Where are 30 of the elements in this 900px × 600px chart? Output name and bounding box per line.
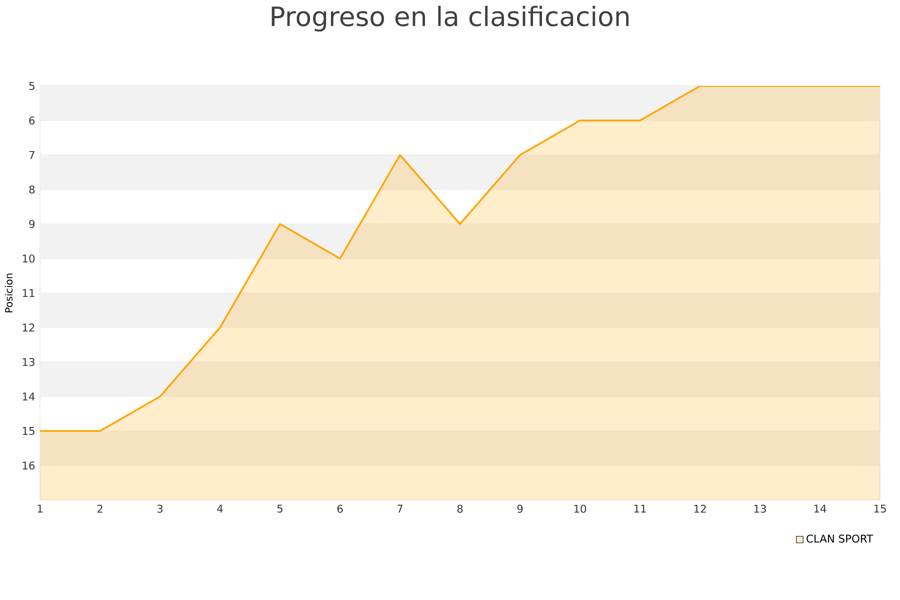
y-tick-label: 16 xyxy=(22,461,35,470)
x-tick-label: 15 xyxy=(874,504,886,513)
x-tick-label: 9 xyxy=(517,504,523,513)
x-tick-label: 11 xyxy=(634,504,646,512)
x-tick-label: 1 xyxy=(38,504,42,512)
chart-title: Progreso en la clasificacion xyxy=(272,6,629,32)
y-tick-label: 8 xyxy=(29,185,35,194)
y-tick-label: 14 xyxy=(22,392,35,400)
x-tick-label: 2 xyxy=(97,504,102,513)
y-tick-label: 7 xyxy=(29,151,34,159)
x-tick-label: 8 xyxy=(457,504,463,513)
y-tick-label: 11 xyxy=(22,289,34,297)
x-tick-label: 12 xyxy=(694,504,706,513)
y-tick-label: 12 xyxy=(22,324,34,332)
y-tick-label: 9 xyxy=(29,220,35,228)
legend-label: CLAN SPORT xyxy=(806,534,874,543)
x-tick-label: 6 xyxy=(337,504,343,513)
y-tick-label: 13 xyxy=(22,358,34,366)
x-tick-label: 3 xyxy=(157,504,163,513)
y-tick-label: 15 xyxy=(22,427,34,435)
x-tick-label: 13 xyxy=(754,504,766,513)
y-tick-label: 5 xyxy=(29,82,34,90)
x-tick-label: 10 xyxy=(574,504,586,513)
y-axis-title: Posicion xyxy=(4,274,13,312)
x-tick-label: 7 xyxy=(397,504,402,512)
x-tick-label: 5 xyxy=(277,504,282,513)
y-tick-label: 10 xyxy=(22,254,35,263)
y-tick-label: 6 xyxy=(29,116,35,125)
x-tick-label: 14 xyxy=(814,504,826,512)
x-tick-label: 4 xyxy=(217,504,223,512)
